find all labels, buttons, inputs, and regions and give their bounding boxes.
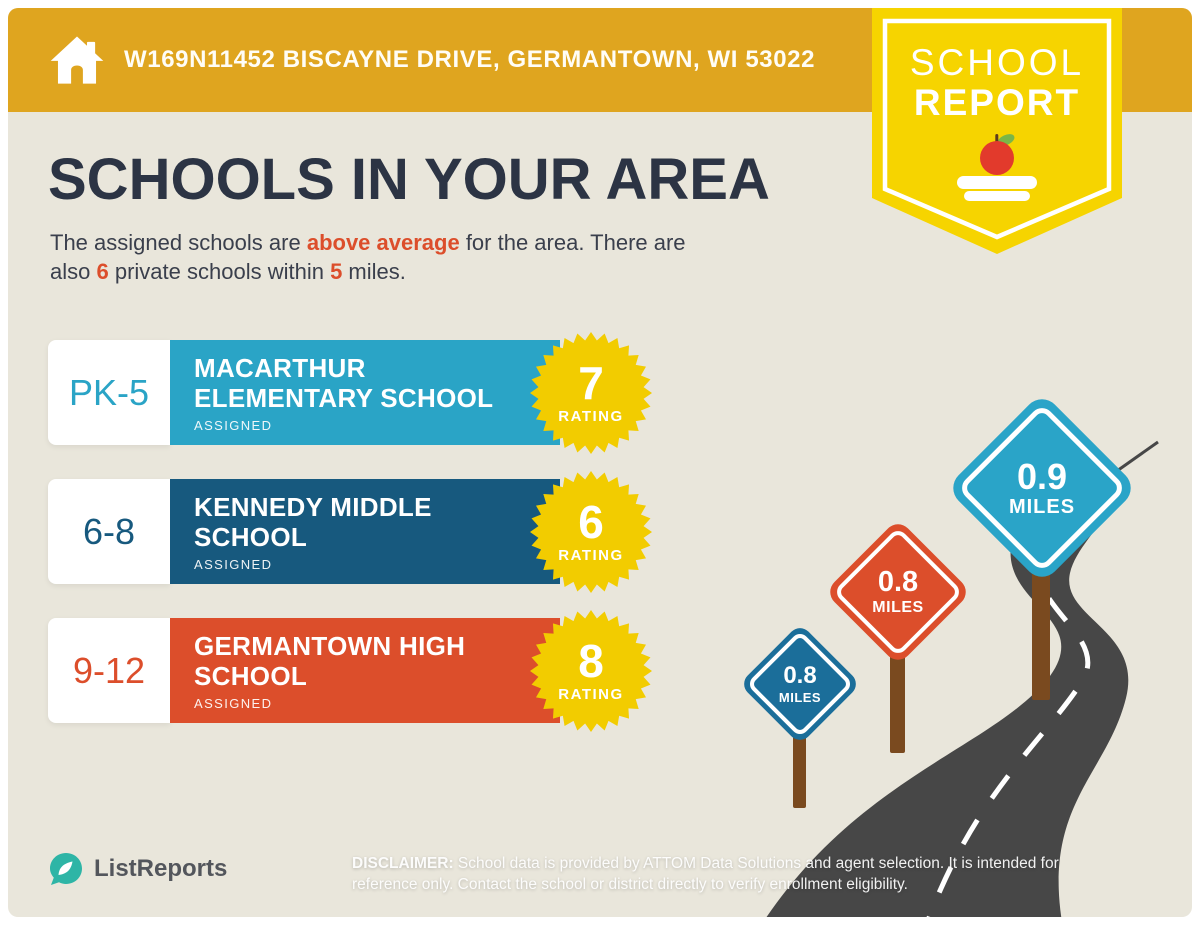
rating-number: 7 [578, 357, 604, 409]
infographic-canvas: W169N11452 BISCAYNE DRIVE, GERMANTOWN, W… [8, 8, 1192, 917]
listreports-brand: ListReports [48, 851, 227, 887]
rating-value-group: 6 RATING [530, 471, 652, 593]
ribbon-shape [872, 8, 1122, 254]
rating-badge: 8 RATING [530, 609, 652, 732]
listreports-logo-icon [50, 853, 82, 885]
school-bar: MACARTHUR ELEMENTARY SCHOOL ASSIGNED [170, 340, 560, 445]
property-address: W169N11452 BISCAYNE DRIVE, GERMANTOWN, W… [124, 46, 816, 73]
road-center-dashes [926, 487, 1091, 917]
road-illustration [766, 440, 1159, 917]
school-name: GERMANTOWN HIGH SCHOOL [194, 631, 560, 691]
distance-unit: MILES [778, 689, 822, 705]
rating-value-group: 7 RATING [530, 332, 652, 454]
school-report-ribbon: SCHOOL REPORT [872, 8, 1122, 260]
starburst-icon [530, 609, 652, 732]
intro-highlight-count: 6 [96, 259, 109, 284]
distance-value: 0.9 [1016, 455, 1068, 497]
disclaimer-label: DISCLAIMER: [352, 855, 454, 872]
school-bar: GERMANTOWN HIGH SCHOOL ASSIGNED [170, 618, 560, 723]
intro-line-2: also 6 private schools within 5 miles. [50, 257, 686, 286]
grade-range-box: 6-8 [48, 479, 170, 584]
rating-label: RATING [558, 408, 624, 425]
grade-range-box: 9-12 [48, 618, 170, 723]
school-name-line: KENNEDY MIDDLE [194, 491, 432, 522]
intro-text-part: The assigned schools are [50, 230, 307, 255]
intro-text: The assigned schools are above average f… [50, 228, 686, 286]
rating-badge: 7 RATING [530, 331, 652, 454]
assigned-label: ASSIGNED [194, 695, 273, 711]
rating-number: 8 [578, 635, 604, 687]
distance-value: 0.8 [877, 566, 919, 599]
rating-label: RATING [558, 547, 624, 564]
school-name: KENNEDY MIDDLE SCHOOL [194, 492, 560, 552]
school-name-line: GERMANTOWN HIGH [194, 630, 466, 661]
school-bar: KENNEDY MIDDLE SCHOOL ASSIGNED [170, 479, 560, 584]
school-row-high: 9-12 GERMANTOWN HIGH SCHOOL ASSIGNED 8 RA… [48, 609, 652, 732]
distance-sign-text: 0.8 MILES [757, 641, 843, 727]
disclaimer-text: School data is provided by ATTOM Data So… [352, 855, 1059, 893]
starburst-icon [530, 331, 652, 454]
distance-unit: MILES [872, 598, 924, 616]
intro-highlight-radius: 5 [330, 259, 343, 284]
rating-label: RATING [558, 686, 624, 703]
school-row-elementary: PK-5 MACARTHUR ELEMENTARY SCHOOL ASSIGNED… [48, 331, 652, 454]
distance-sign-text: 0.9 MILES [974, 420, 1110, 556]
page-title: SCHOOLS IN YOUR AREA [48, 147, 770, 212]
school-row-middle: 6-8 KENNEDY MIDDLE SCHOOL ASSIGNED 6 RATI… [48, 470, 652, 593]
intro-text-part: also [50, 259, 97, 284]
ribbon-title-line1: SCHOOL [909, 42, 1085, 83]
intro-line-1: The assigned schools are above average f… [50, 228, 686, 257]
starburst-icon [530, 470, 652, 593]
ribbon-title-line2: REPORT [913, 82, 1081, 123]
school-list: PK-5 MACARTHUR ELEMENTARY SCHOOL ASSIGNED… [48, 331, 652, 757]
school-name-line: MACARTHUR [194, 352, 366, 383]
distance-sign-near: 0.8 MILES [739, 623, 861, 745]
grade-range-label: PK-5 [68, 371, 150, 413]
assigned-label: ASSIGNED [194, 417, 273, 433]
home-icon [50, 36, 104, 84]
listreports-wordmark: ListReports [94, 855, 228, 882]
intro-text-part: private schools within [108, 259, 331, 284]
disclaimer: DISCLAIMER: School data is provided by A… [352, 853, 1072, 895]
grade-range-label: 9-12 [72, 649, 146, 691]
intro-text-part: for the area. There are [459, 230, 686, 255]
apple-book-icon [957, 134, 1037, 201]
intro-text-part: miles. [342, 259, 406, 284]
grade-range-box: PK-5 [48, 340, 170, 445]
distance-unit: MILES [1008, 496, 1076, 519]
school-name-line: SCHOOL [194, 660, 308, 691]
distance-sign-text: 0.8 MILES [846, 540, 950, 644]
rating-value-group: 8 RATING [530, 610, 652, 732]
school-name-line: ELEMENTARY SCHOOL [194, 382, 494, 413]
distance-sign-far: 0.9 MILES [945, 391, 1139, 585]
rating-badge: 6 RATING [530, 470, 652, 593]
grade-range-label: 6-8 [82, 510, 136, 552]
school-name-line: SCHOOL [194, 521, 308, 552]
distance-value: 0.8 [783, 662, 817, 690]
assigned-label: ASSIGNED [194, 556, 273, 572]
school-name: MACARTHUR ELEMENTARY SCHOOL [194, 353, 560, 413]
rating-number: 6 [578, 496, 604, 548]
distance-sign-mid: 0.8 MILES [824, 518, 972, 666]
intro-highlight-above-average: above average [306, 230, 460, 255]
